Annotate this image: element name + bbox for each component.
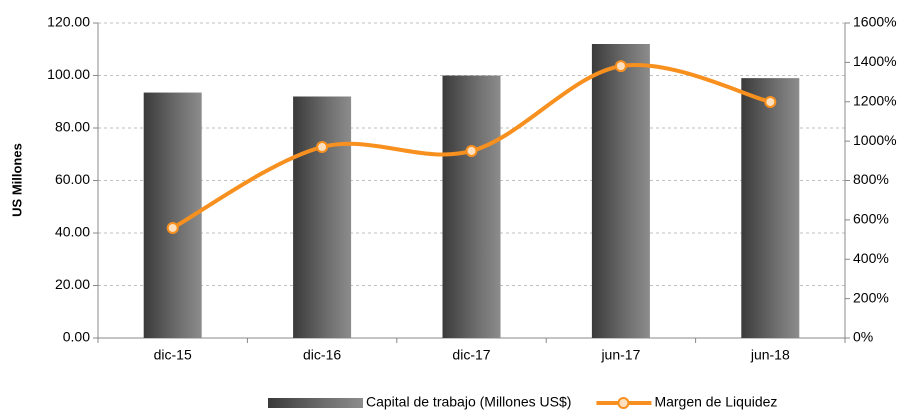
legend-swatch-marker — [617, 397, 630, 409]
x-tick-label: dic-16 — [303, 347, 341, 363]
legend-label: Margen de Liquidez — [654, 394, 777, 410]
y2-tick-label: 0% — [853, 329, 873, 345]
y2-tick-label: 200% — [853, 289, 889, 305]
y-axis-label: US Millones — [9, 143, 24, 217]
bar — [442, 75, 501, 338]
y-tick-label: 120.00 — [47, 14, 90, 30]
y-tick-label: 20.00 — [55, 276, 90, 292]
y2-tick-label: 800% — [853, 171, 889, 187]
y-tick-label: 0.00 — [63, 329, 90, 345]
y2-tick-label: 1000% — [853, 132, 897, 148]
y-tick-label: 80.00 — [55, 119, 90, 135]
legend-label: Capital de trabajo (Millones US$) — [366, 394, 571, 410]
y2-tick-label: 600% — [853, 211, 889, 227]
y2-tick-label: 1200% — [853, 92, 897, 108]
line-marker — [166, 221, 179, 234]
bar — [741, 78, 800, 338]
y-tick-label: 100.00 — [47, 66, 90, 82]
y2-tick-label: 400% — [853, 250, 889, 266]
line-marker — [614, 60, 627, 73]
line-marker — [465, 144, 478, 157]
bar — [591, 44, 650, 338]
y2-tick-label: 1400% — [853, 53, 897, 69]
x-tick-label: jun-18 — [750, 347, 790, 363]
bar — [293, 96, 352, 338]
y-tick-label: 60.00 — [55, 171, 90, 187]
line-marker — [764, 95, 777, 108]
y-tick-label: 40.00 — [55, 224, 90, 240]
x-tick-label: jun-17 — [600, 347, 640, 363]
x-tick-label: dic-17 — [452, 347, 490, 363]
x-tick-label: dic-15 — [154, 347, 192, 363]
legend-swatch — [268, 398, 363, 408]
y2-tick-label: 1600% — [853, 14, 897, 30]
line-marker — [316, 141, 329, 154]
